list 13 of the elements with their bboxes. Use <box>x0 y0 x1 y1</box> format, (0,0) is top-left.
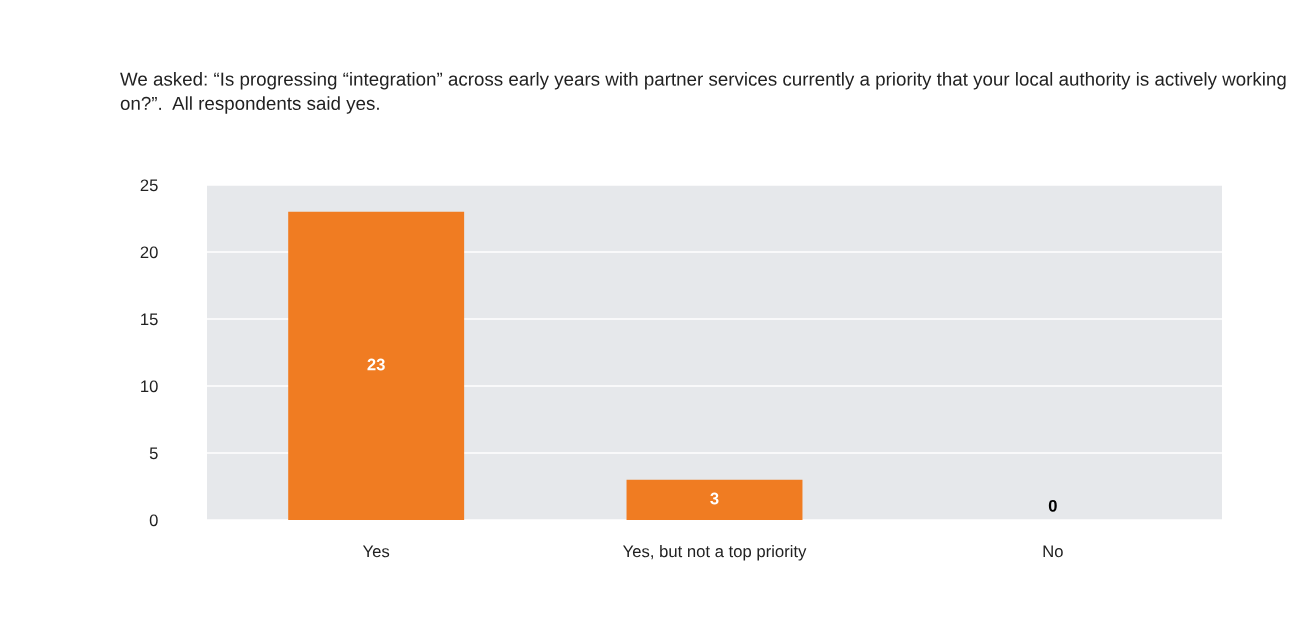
data-label: 23 <box>367 358 385 371</box>
x-tick-label: Yes <box>362 545 390 558</box>
y-tick-label: 25 <box>140 179 158 192</box>
y-tick-label: 20 <box>140 246 158 259</box>
chart-title: We asked: “Is progressing “integration” across early years with partner services currently a priority that your local authority is actively working on?”. All respondents said yes. <box>120 72 1286 114</box>
y-tick-label: 15 <box>141 313 158 326</box>
y-tick-label: 0 <box>149 514 158 527</box>
data-label: 0 <box>1048 499 1057 512</box>
y-tick-label: 10 <box>141 380 158 393</box>
x-tick-label: No <box>1043 545 1063 558</box>
data-label: 3 <box>710 492 719 505</box>
y-tick-label: 5 <box>149 447 158 460</box>
x-tick-label: Yes, but not a top priority <box>622 545 807 561</box>
